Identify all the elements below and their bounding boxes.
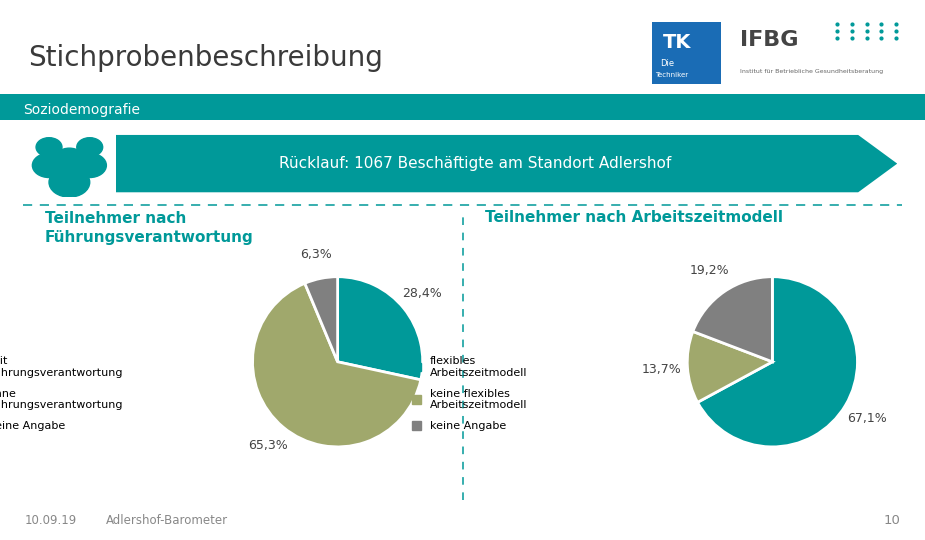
Text: Rücklauf: 1067 Beschäftigte am Standort Adlershof: Rücklauf: 1067 Beschäftigte am Standort …: [279, 156, 672, 171]
Text: IFBG: IFBG: [740, 30, 798, 50]
Text: 67,1%: 67,1%: [847, 412, 887, 425]
Wedge shape: [693, 276, 772, 362]
Text: 10: 10: [883, 514, 900, 527]
Circle shape: [32, 153, 66, 178]
Wedge shape: [253, 284, 421, 447]
Circle shape: [77, 138, 103, 157]
Text: Techniker: Techniker: [655, 72, 688, 78]
Circle shape: [73, 153, 106, 178]
Polygon shape: [116, 135, 897, 192]
Text: Teilnehmer nach Arbeitszeitmodell: Teilnehmer nach Arbeitszeitmodell: [485, 210, 783, 225]
Text: Soziodemografie: Soziodemografie: [23, 103, 140, 117]
Text: 10.09.19: 10.09.19: [25, 514, 77, 527]
Circle shape: [36, 138, 62, 157]
Legend: mit
Führungsverantwortung, ohne
Führungsverantwortung, keine Angabe: mit Führungsverantwortung, ohne Führungs…: [0, 356, 123, 431]
Text: Führungsverantwortung: Führungsverantwortung: [44, 230, 253, 245]
Text: Stichprobenbeschreibung: Stichprobenbeschreibung: [28, 44, 383, 72]
Text: Die: Die: [660, 59, 674, 69]
FancyBboxPatch shape: [0, 94, 925, 120]
Text: Adlershof-Barometer: Adlershof-Barometer: [106, 514, 228, 527]
FancyBboxPatch shape: [652, 22, 722, 84]
Text: TK: TK: [662, 33, 691, 52]
Legend: flexibles
Arbeitszeitmodell, keine flexibles
Arbeitszeitmodell, keine Angabe: flexibles Arbeitszeitmodell, keine flexi…: [412, 356, 527, 431]
Wedge shape: [338, 276, 423, 380]
Text: 65,3%: 65,3%: [248, 439, 288, 452]
Circle shape: [49, 167, 90, 197]
Text: 13,7%: 13,7%: [642, 362, 682, 376]
Wedge shape: [687, 332, 772, 402]
Text: 28,4%: 28,4%: [402, 287, 442, 300]
Text: 19,2%: 19,2%: [690, 264, 730, 277]
Wedge shape: [305, 276, 338, 362]
Circle shape: [54, 148, 85, 171]
Text: Institut für Betriebliche Gesundheitsberatung: Institut für Betriebliche Gesundheitsber…: [740, 69, 883, 73]
Text: Teilnehmer nach: Teilnehmer nach: [44, 211, 186, 226]
Wedge shape: [697, 276, 857, 447]
Text: 6,3%: 6,3%: [301, 248, 332, 261]
